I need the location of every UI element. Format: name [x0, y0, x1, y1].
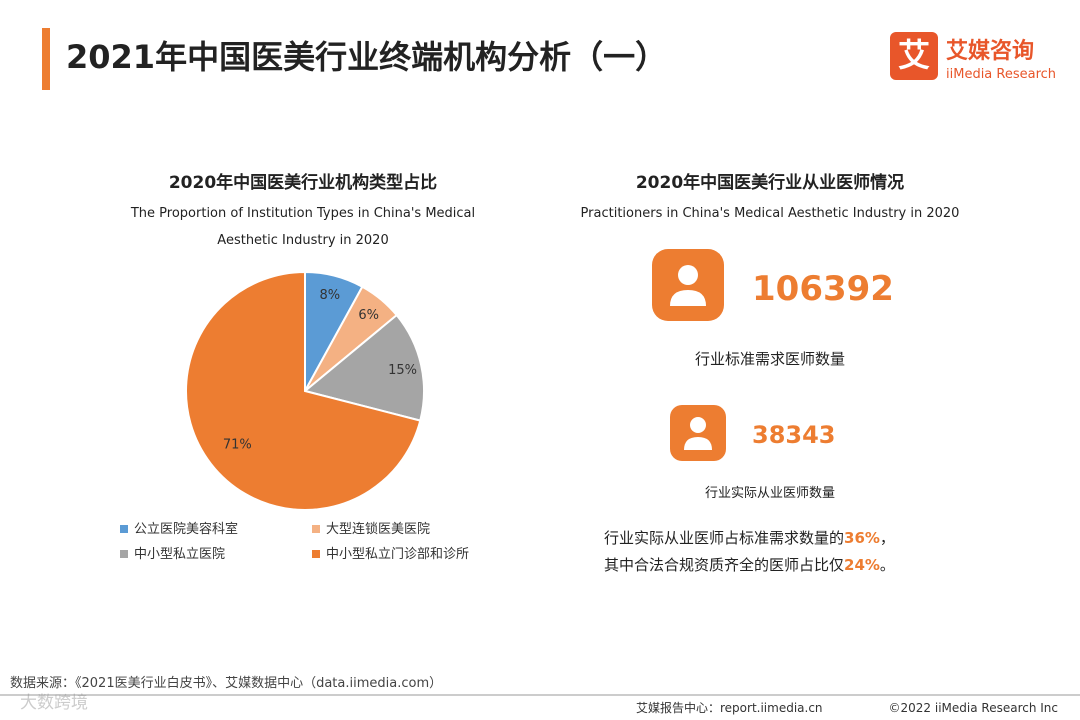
chart-subtitle: Aesthetic Industry in 2020	[217, 233, 388, 248]
logo-sub: iiMedia Research	[946, 67, 1056, 82]
doctor-icon-body	[684, 437, 712, 450]
legend-swatch	[120, 550, 128, 558]
report-site: 艾媒报告中心：report.iimedia.cn	[636, 700, 823, 715]
note-line: 其中合法合规资质齐全的医师占比仅24%。	[604, 556, 895, 574]
slice-label: 6%	[358, 308, 379, 323]
title-bar	[42, 28, 50, 90]
note-highlight: 24%	[844, 556, 880, 574]
panel-title: 2020年中国医美行业从业医师情况	[636, 172, 904, 193]
stat-label: 行业实际从业医师数量	[705, 486, 835, 501]
legend-label: 公立医院美容科室	[134, 521, 238, 537]
page-title: 2021年中国医美行业终端机构分析（一）	[66, 38, 667, 76]
copyright: ©2022 iiMedia Research Inc	[889, 701, 1058, 715]
note-text: 其中合法合规资质齐全的医师占比仅	[604, 556, 844, 574]
logo-box	[890, 32, 938, 80]
logo-mark: 艾	[898, 36, 930, 74]
legend-swatch	[312, 550, 320, 558]
note-line: 行业实际从业医师占标准需求数量的36%，	[604, 529, 895, 547]
logo-name: 艾媒咨询	[946, 38, 1034, 64]
pie-slice	[302, 313, 425, 422]
pie-slice	[185, 270, 422, 511]
slice-label: 8%	[320, 288, 341, 303]
note-end: 。	[880, 556, 895, 574]
legend-label: 大型连锁医美医院	[326, 521, 430, 537]
stat-value: 106392	[752, 269, 894, 309]
legend-swatch	[312, 525, 320, 533]
note-text: 行业实际从业医师占标准需求数量的	[604, 529, 844, 547]
chart-subtitle: The Proportion of Institution Types in C…	[130, 206, 475, 221]
slice-label: 15%	[388, 363, 417, 378]
legend-label: 中小型私立门诊部和诊所	[326, 547, 469, 562]
note-highlight: 36%	[844, 529, 880, 547]
doctor-icon-head	[690, 417, 706, 433]
note-end: ，	[880, 529, 895, 547]
source: 数据来源：《2021医美行业白皮书》、艾媒数据中心（data.iimedia.c…	[10, 675, 442, 691]
doctor-icon-head	[678, 265, 698, 285]
stat-label: 行业标准需求医师数量	[695, 350, 845, 368]
stat-value: 38343	[752, 421, 836, 449]
legend-swatch	[120, 525, 128, 533]
doctor-icon-body	[670, 290, 706, 306]
chart-title: 2020年中国医美行业机构类型占比	[169, 172, 437, 193]
panel-subtitle: Practitioners in China's Medical Aesthet…	[581, 206, 960, 221]
legend-label: 中小型私立医院	[134, 547, 225, 562]
slice-label: 71%	[223, 438, 252, 453]
watermark: 大数跨境	[20, 693, 88, 713]
